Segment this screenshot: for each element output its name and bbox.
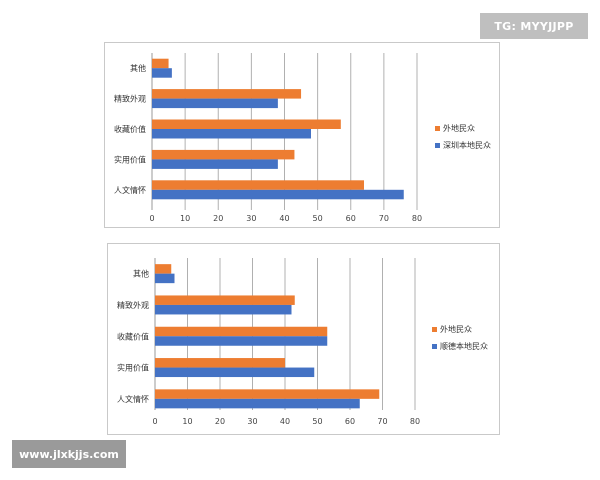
bar-series-a-3 [155, 358, 285, 368]
chart-panel-1: 0 10 20 30 40 50 60 70 80 其他精致外观收藏价值实用价值人文情怀 外地民众深… [104, 42, 500, 228]
x-tick-label: 10 [182, 417, 192, 426]
bar-series-b-3 [152, 159, 278, 169]
category-label: 实用价值 [114, 154, 146, 164]
x-tick-label: 30 [247, 417, 257, 426]
x-tick-label: 20 [213, 214, 223, 223]
bar-series-a-1 [155, 295, 295, 305]
watermark-bottom: www.jlxkjjs.com [12, 440, 126, 468]
category-label: 实用价值 [117, 363, 149, 373]
category-label: 其他 [133, 269, 149, 279]
legend-swatch [435, 143, 440, 148]
x-tick-label: 0 [149, 214, 154, 223]
x-tick-label: 40 [279, 214, 289, 223]
x-tick-label: 10 [180, 214, 190, 223]
bar-series-b-1 [155, 304, 292, 315]
legend-label: 外地民众 [440, 324, 472, 334]
bar-series-b-1 [152, 98, 278, 109]
legend-label: 深圳本地民众 [443, 140, 491, 150]
bar-series-b-3 [155, 367, 315, 378]
legend-swatch [435, 126, 440, 131]
x-tick-label: 30 [246, 214, 256, 223]
x-tick-label: 50 [312, 417, 322, 426]
bar-series-b-2 [152, 129, 311, 139]
category-label: 精致外观 [114, 94, 146, 104]
x-tick-label: 60 [346, 214, 356, 223]
legend-label: 顺德本地民众 [440, 341, 488, 351]
category-label: 收藏价值 [114, 124, 146, 134]
x-tick-label: 70 [377, 417, 387, 426]
legend-label: 外地民众 [443, 123, 475, 133]
x-tick-label: 80 [410, 417, 420, 426]
x-tick-label: 0 [152, 417, 157, 426]
category-label: 收藏价值 [117, 331, 149, 341]
category-label: 人文情怀 [117, 394, 149, 404]
category-label: 人文情怀 [114, 185, 146, 195]
bar-series-a-1 [152, 89, 302, 99]
x-tick-label: 80 [412, 214, 422, 223]
bar-series-a-2 [155, 326, 328, 337]
x-tick-label: 20 [215, 417, 225, 426]
x-tick-label: 70 [379, 214, 389, 223]
bar-series-a-0 [155, 264, 172, 274]
bar-series-a-4 [155, 389, 380, 399]
chart-panel-2: 0 10 20 30 40 50 60 70 80 其他精致外观收藏价值实用价值人文情怀 外地民众顺… [107, 243, 500, 435]
bar-series-b-0 [152, 68, 172, 78]
legend-swatch [432, 327, 437, 332]
x-tick-label: 40 [280, 417, 290, 426]
watermark-top: TG: MYYJJPP [480, 13, 588, 39]
category-label: 其他 [130, 63, 146, 73]
x-tick-label: 50 [313, 214, 323, 223]
bar-series-a-4 [152, 180, 364, 190]
bar-series-a-3 [152, 149, 295, 160]
bar-series-b-0 [155, 273, 175, 284]
legend-swatch [432, 344, 437, 349]
category-label: 精致外观 [117, 300, 149, 310]
bar-series-a-2 [152, 119, 341, 129]
bar-series-a-0 [152, 58, 169, 69]
bar-series-b-4 [155, 398, 360, 409]
bar-series-b-2 [155, 336, 328, 346]
x-tick-label: 60 [345, 417, 355, 426]
bar-series-b-4 [152, 189, 404, 200]
